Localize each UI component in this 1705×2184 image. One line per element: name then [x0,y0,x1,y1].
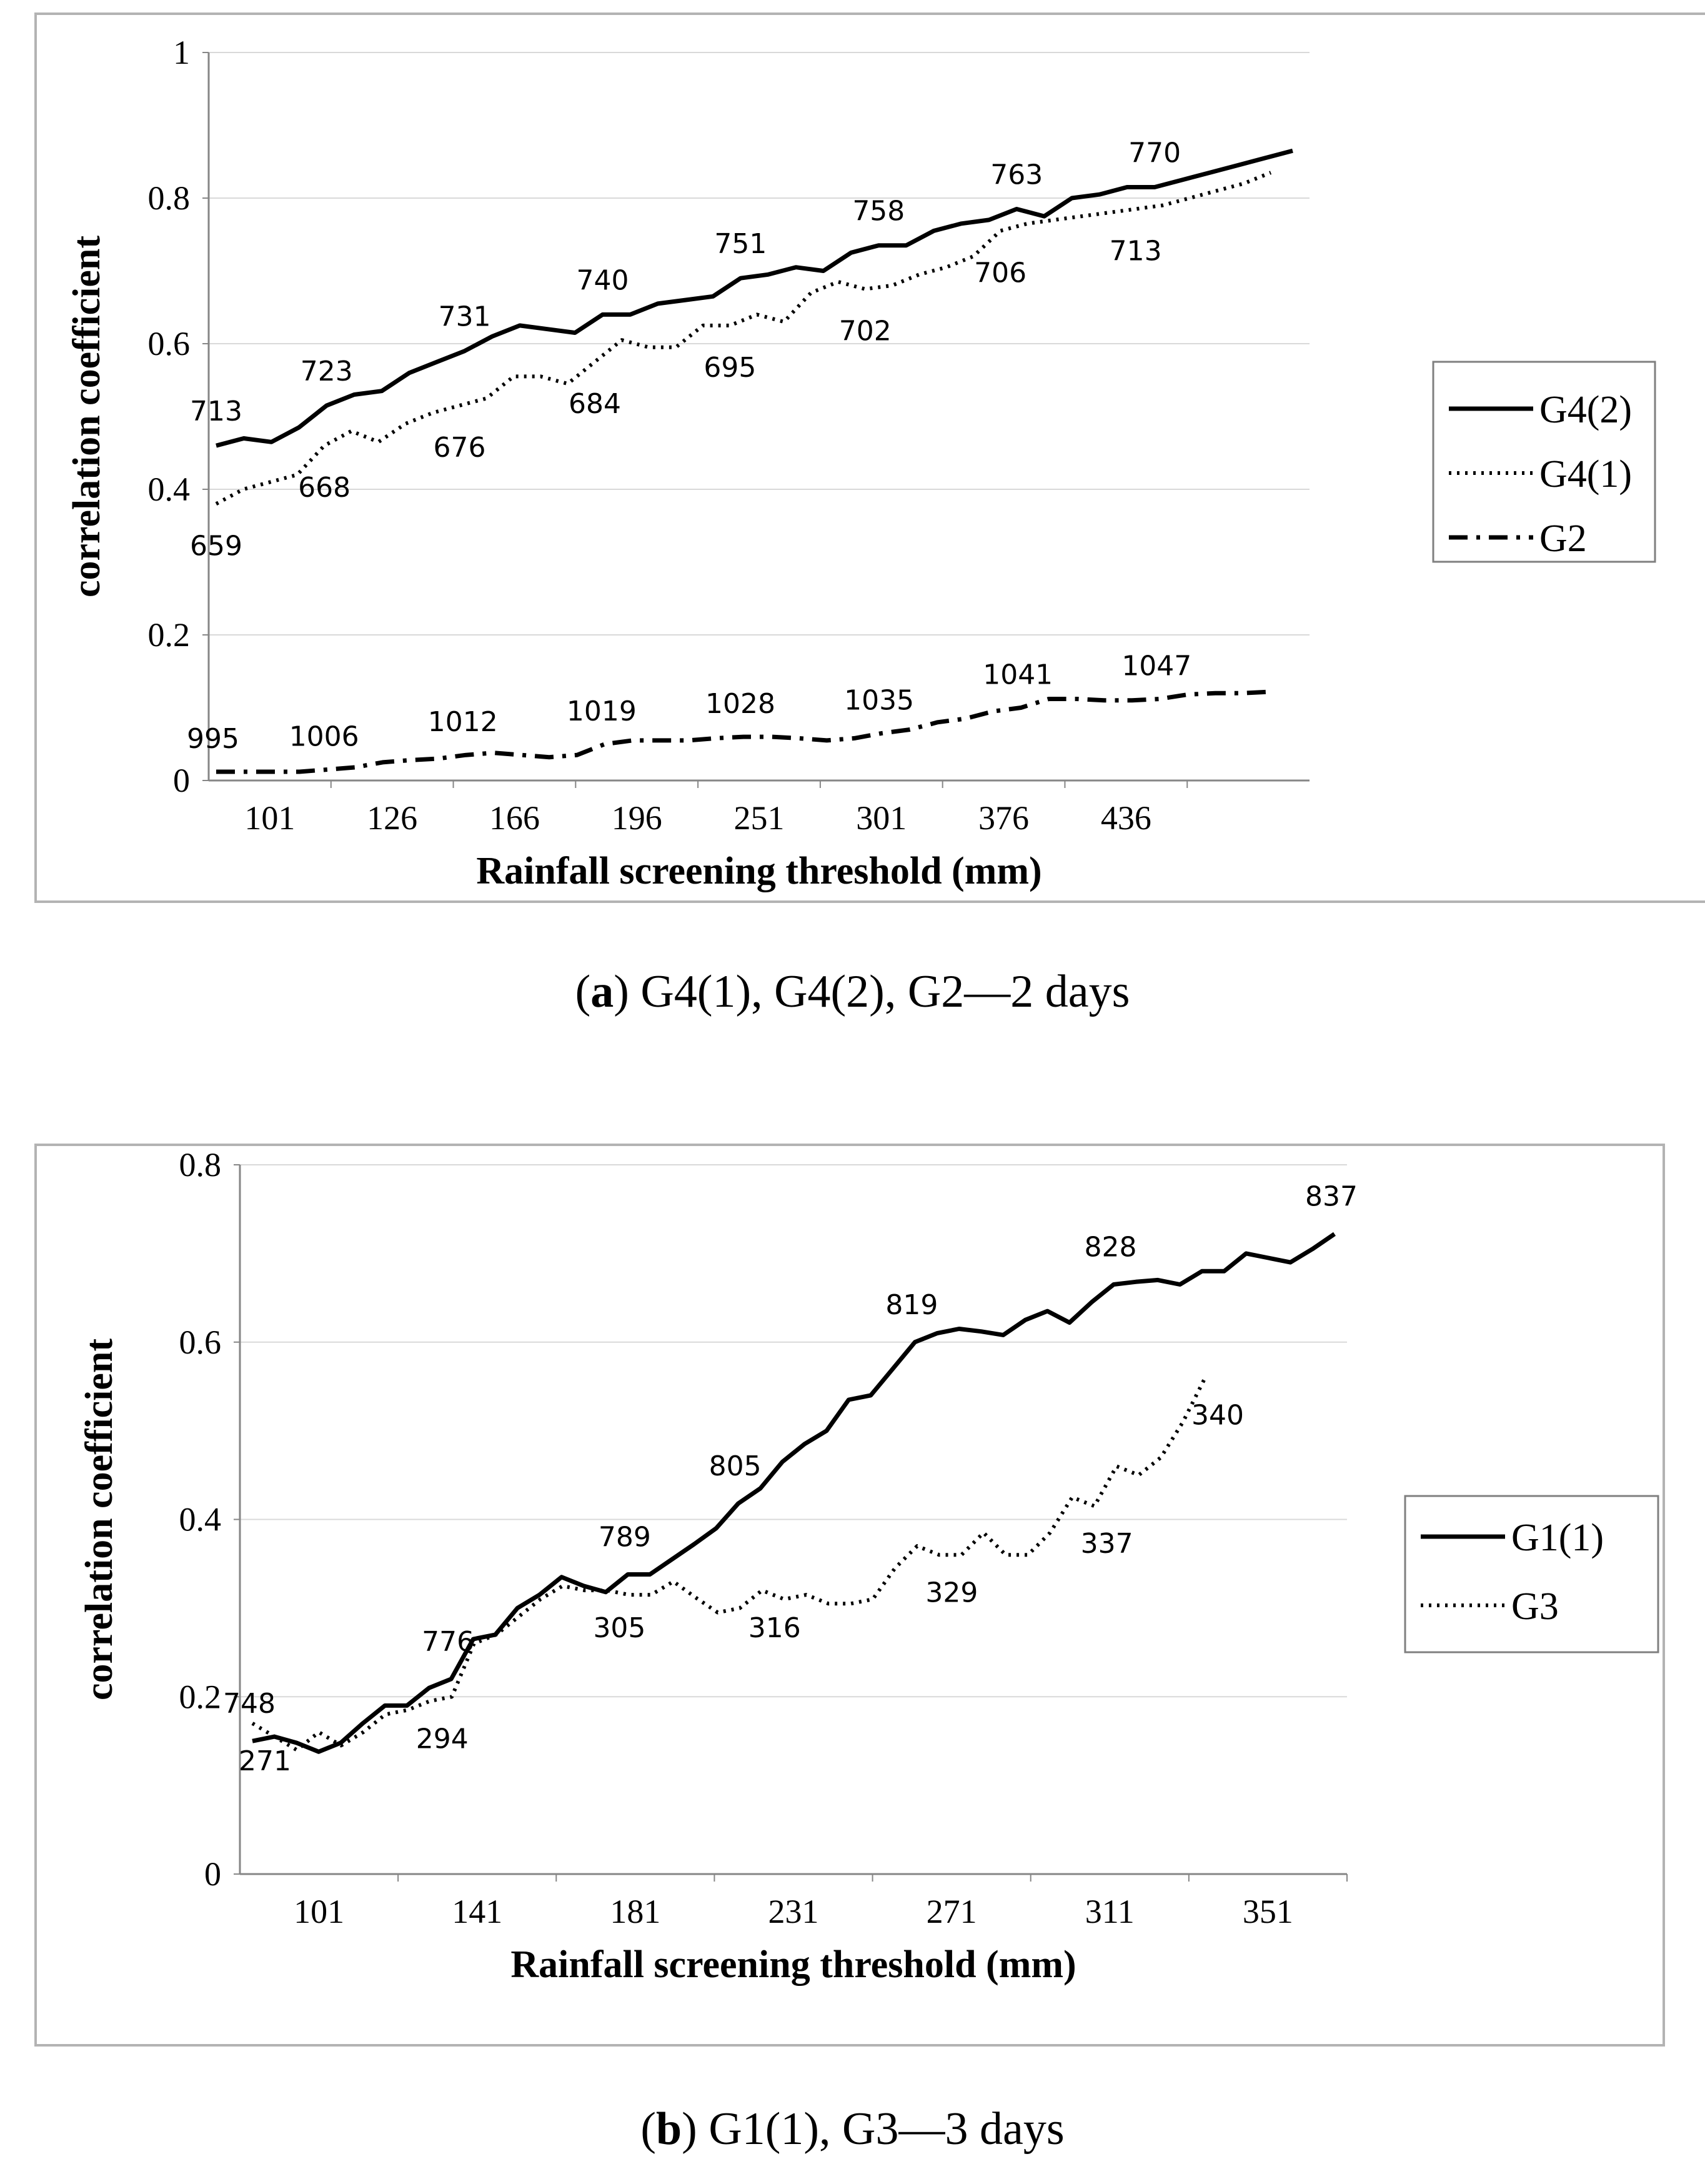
a-y-tick-label: 0.2 [148,616,191,654]
chart-panel-a: 0 0.2 0.4 0.6 0.8 1 101 126 166 196 251 301 376 436 Ra… [34,12,1705,903]
a-data-label: 995 [187,723,239,755]
a-data-label: 758 [852,196,905,227]
a-series-g4-1- [215,171,1272,506]
chart-a: 0 0.2 0.4 0.6 0.8 1 101 126 166 196 251 301 376 436 Ra… [66,34,1656,892]
a-legend-label: G4(2) [1539,389,1632,431]
a-data-label: 684 [569,388,621,420]
a-y-tick-label: 1 [173,34,190,71]
a-data-label: 713 [1110,235,1162,267]
b-data-label: 789 [599,1521,651,1553]
b-x-tick-label: 271 [927,1893,977,1930]
caption-a-text: G4(1), G4(2), G2—2 days [629,966,1130,1017]
caption-a: (a) G4(1), G4(2), G2—2 days [575,966,1130,1017]
a-x-tick-label: 196 [612,799,662,837]
b-data-label: 337 [1081,1528,1133,1560]
b-y-tick-label: 0.8 [179,1146,222,1184]
a-y-tick-label: 0 [173,762,190,799]
a-data-label: 695 [703,352,756,384]
a-y-tick-label: 0.4 [148,471,191,508]
b-data-label: 819 [885,1289,938,1321]
b-legend-box [1404,1495,1659,1653]
a-data-label: 751 [714,228,767,260]
a-data-label: 668 [298,472,350,504]
a-x-tick-label: 376 [978,799,1029,837]
b-legend-label: G3 [1511,1585,1559,1628]
b-x-tick-label: 181 [610,1893,660,1930]
b-data-label: 329 [925,1577,978,1608]
a-data-label: 659 [190,530,242,562]
b-data-label: 316 [748,1612,801,1644]
a-data-label: 1035 [844,684,914,716]
a-data-label: 706 [974,257,1026,289]
b-x-tick-label: 101 [294,1893,344,1930]
b-x-axis-title: Rainfall screening threshold (mm) [510,1943,1076,1986]
a-data-label: 1006 [289,721,359,753]
b-x-tick-label: 351 [1243,1893,1293,1930]
b-x-tick-label: 231 [768,1893,819,1930]
b-legend-label: G1(1) [1511,1517,1604,1559]
a-legend-label: G2 [1539,517,1587,560]
a-data-label: 731 [439,301,491,333]
a-data-label: 1019 [567,696,637,727]
a-legend-label: G4(1) [1539,453,1632,496]
a-data-label: 1047 [1121,651,1191,682]
a-data-label: 713 [190,396,242,427]
a-data-label: 676 [434,432,486,464]
a-data-label: 1012 [428,706,498,738]
a-y-axis-title: correlation coefficient [66,236,108,597]
a-data-label: 1041 [983,659,1053,691]
b-data-label: 776 [422,1626,474,1658]
a-x-tick-label: 251 [734,799,785,837]
b-data-label: 805 [709,1450,762,1482]
b-x-tick-label: 141 [452,1893,502,1930]
a-x-tick-label: 166 [489,799,540,837]
a-series-g4-2- [216,148,1293,448]
a-data-label: 770 [1128,137,1181,169]
caption-b: (b) G1(1), G3—3 days [640,2103,1065,2155]
b-x-tick-label: 311 [1085,1893,1135,1930]
caption-a-letter: a [590,966,614,1017]
a-x-tick-label: 301 [856,799,907,837]
chart-b: 0 0.2 0.4 0.6 0.8 101 141 181 231 271 311 351 Rainfa… [78,1146,1659,1986]
a-y-tick-label: 0.8 [148,179,191,217]
b-series-g3 [251,1377,1207,1752]
b-data-label: 837 [1305,1181,1358,1213]
b-data-label: 828 [1085,1232,1137,1264]
a-x-axis-title: Rainfall screening threshold (mm) [476,850,1041,892]
b-y-tick-label: 0.6 [179,1324,222,1361]
chart-panel-b: 0 0.2 0.4 0.6 0.8 101 141 181 231 271 311 351 Rainfa… [34,1144,1665,2047]
a-series-g2 [216,689,1271,774]
a-data-label: 740 [577,264,629,296]
a-x-tick-label: 436 [1101,799,1151,837]
caption-b-letter: b [656,2103,682,2155]
a-data-label: 763 [990,159,1043,191]
b-series-g1-1- [252,1232,1336,1754]
b-data-label: 305 [593,1612,645,1644]
b-y-tick-label: 0 [204,1855,221,1893]
b-y-tick-label: 0.2 [179,1678,222,1715]
a-x-tick-label: 126 [367,799,417,837]
b-data-label: 294 [416,1723,469,1755]
b-y-axis-title: correlation coefficient [78,1339,121,1700]
b-data-label: 271 [239,1745,291,1777]
a-data-label: 1028 [705,688,775,720]
a-data-label: 702 [839,316,892,347]
a-x-tick-label: 101 [244,799,295,837]
b-data-label: 340 [1191,1400,1244,1432]
b-data-label: 748 [223,1688,276,1720]
a-data-label: 723 [301,356,353,387]
a-legend-box [1432,361,1656,563]
b-y-tick-label: 0.4 [179,1501,222,1538]
caption-b-text: G1(1), G3—3 days [697,2103,1065,2155]
a-y-tick-label: 0.6 [148,325,191,362]
